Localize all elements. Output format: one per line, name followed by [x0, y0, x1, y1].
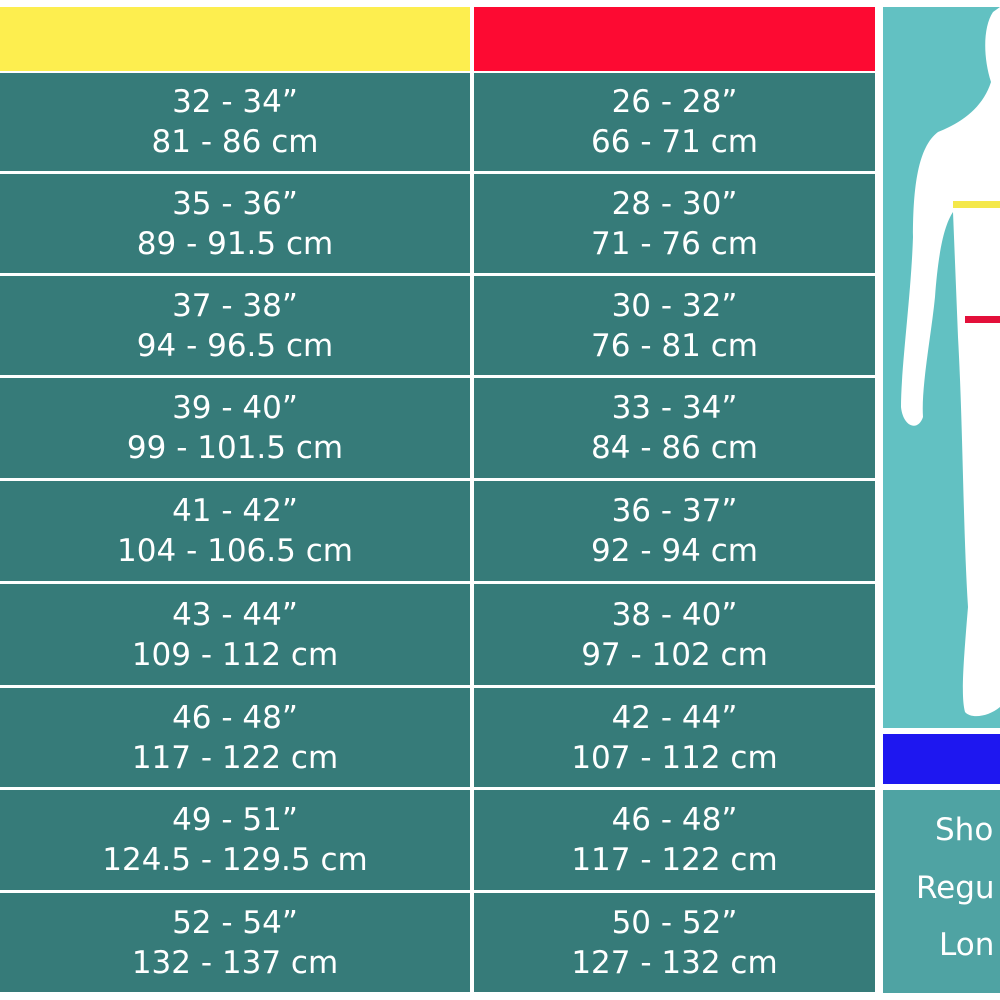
- waist-cell: 36 - 37” 92 - 94 cm: [474, 481, 875, 581]
- length-regular: Regu: [916, 870, 995, 906]
- cm-value: 66 - 71 cm: [591, 124, 758, 160]
- length-short: Sho: [935, 812, 994, 848]
- cm-value: 81 - 86 cm: [151, 124, 319, 160]
- chest-cell: 52 - 54” 132 - 137 cm: [0, 893, 470, 992]
- cm-value: 94 - 96.5 cm: [136, 327, 334, 364]
- inches-value: 35 - 36”: [172, 185, 298, 222]
- cm-value: 76 - 81 cm: [591, 327, 758, 364]
- inches-value: 52 - 54”: [172, 904, 298, 941]
- waist-cell: 26 - 28” 66 - 71 cm: [474, 73, 875, 171]
- chest-cell: 37 - 38” 94 - 96.5 cm: [0, 276, 470, 375]
- body-silhouette-icon: [901, 7, 1000, 717]
- chest-cell: 46 - 48” 117 - 122 cm: [0, 688, 470, 787]
- inches-value: 33 - 34”: [611, 390, 738, 426]
- cm-value: 104 - 106.5 cm: [117, 533, 353, 569]
- body-figure-panel: [883, 7, 1000, 728]
- cm-value: 99 - 101.5 cm: [126, 430, 344, 466]
- cm-value: 109 - 112 cm: [131, 636, 339, 673]
- inches-value: 43 - 44”: [172, 596, 298, 633]
- inches-value: 50 - 52”: [611, 904, 738, 941]
- inches-value: 30 - 32”: [611, 287, 738, 324]
- cm-value: 92 - 94 cm: [591, 533, 758, 569]
- inches-value: 37 - 38”: [172, 287, 298, 324]
- inches-value: 46 - 48”: [611, 802, 738, 838]
- cm-value: 132 - 137 cm: [131, 944, 339, 981]
- inches-value: 49 - 51”: [172, 802, 298, 838]
- cm-value: 84 - 86 cm: [591, 430, 758, 466]
- chest-line: [953, 201, 1000, 208]
- waist-cell: 46 - 48” 117 - 122 cm: [474, 790, 875, 890]
- chest-cell: 49 - 51” 124.5 - 129.5 cm: [0, 790, 470, 890]
- waist-column-header: [474, 7, 875, 71]
- cm-value: 117 - 122 cm: [131, 739, 339, 776]
- chest-cell: 35 - 36” 89 - 91.5 cm: [0, 174, 470, 273]
- waist-cell: 38 - 40” 97 - 102 cm: [474, 584, 875, 685]
- cm-value: 71 - 76 cm: [591, 225, 758, 262]
- waist-line: [965, 316, 1000, 323]
- inches-value: 36 - 37”: [611, 493, 738, 529]
- waist-cell: 50 - 52” 127 - 132 cm: [474, 893, 875, 992]
- inches-value: 26 - 28”: [611, 84, 738, 120]
- length-header: [883, 734, 1000, 784]
- inches-value: 28 - 30”: [611, 185, 738, 222]
- cm-value: 89 - 91.5 cm: [136, 225, 334, 262]
- chest-cell: 32 - 34” 81 - 86 cm: [0, 73, 470, 171]
- inches-value: 46 - 48”: [172, 699, 298, 736]
- waist-cell: 33 - 34” 84 - 86 cm: [474, 378, 875, 478]
- chest-cell: 41 - 42” 104 - 106.5 cm: [0, 481, 470, 581]
- chest-cell: 43 - 44” 109 - 112 cm: [0, 584, 470, 685]
- cm-value: 97 - 102 cm: [581, 636, 768, 673]
- inches-value: 32 - 34”: [172, 84, 298, 120]
- inches-value: 38 - 40”: [611, 596, 738, 633]
- length-long: Lon: [939, 927, 995, 963]
- waist-cell: 42 - 44” 107 - 112 cm: [474, 688, 875, 787]
- inches-value: 42 - 44”: [611, 699, 738, 736]
- cm-value: 117 - 122 cm: [571, 842, 778, 878]
- length-panel: Sho Regu Lon: [883, 790, 1000, 993]
- chest-column-header: [0, 7, 470, 71]
- cm-value: 107 - 112 cm: [571, 739, 778, 776]
- waist-cell: 30 - 32” 76 - 81 cm: [474, 276, 875, 375]
- cm-value: 124.5 - 129.5 cm: [102, 842, 368, 878]
- inches-value: 41 - 42”: [172, 493, 298, 529]
- inches-value: 39 - 40”: [172, 390, 298, 426]
- waist-cell: 28 - 30” 71 - 76 cm: [474, 174, 875, 273]
- cm-value: 127 - 132 cm: [571, 944, 778, 981]
- chest-cell: 39 - 40” 99 - 101.5 cm: [0, 378, 470, 478]
